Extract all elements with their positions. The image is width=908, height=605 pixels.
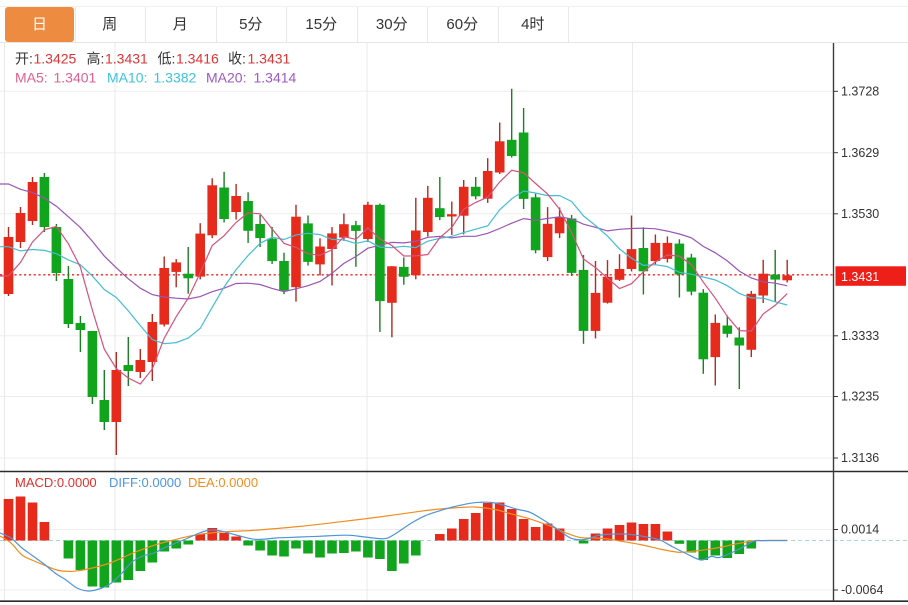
- svg-text:-0.0064: -0.0064: [841, 583, 883, 597]
- svg-text:0.0014: 0.0014: [841, 523, 879, 537]
- svg-text:1.3530: 1.3530: [841, 207, 879, 221]
- svg-text:1.3235: 1.3235: [841, 390, 879, 404]
- svg-text:1.3629: 1.3629: [841, 146, 879, 160]
- svg-text:1.3333: 1.3333: [841, 329, 879, 343]
- svg-text:1.3136: 1.3136: [841, 451, 879, 465]
- svg-text:1.3431: 1.3431: [841, 270, 879, 284]
- svg-text:1.3728: 1.3728: [841, 85, 879, 99]
